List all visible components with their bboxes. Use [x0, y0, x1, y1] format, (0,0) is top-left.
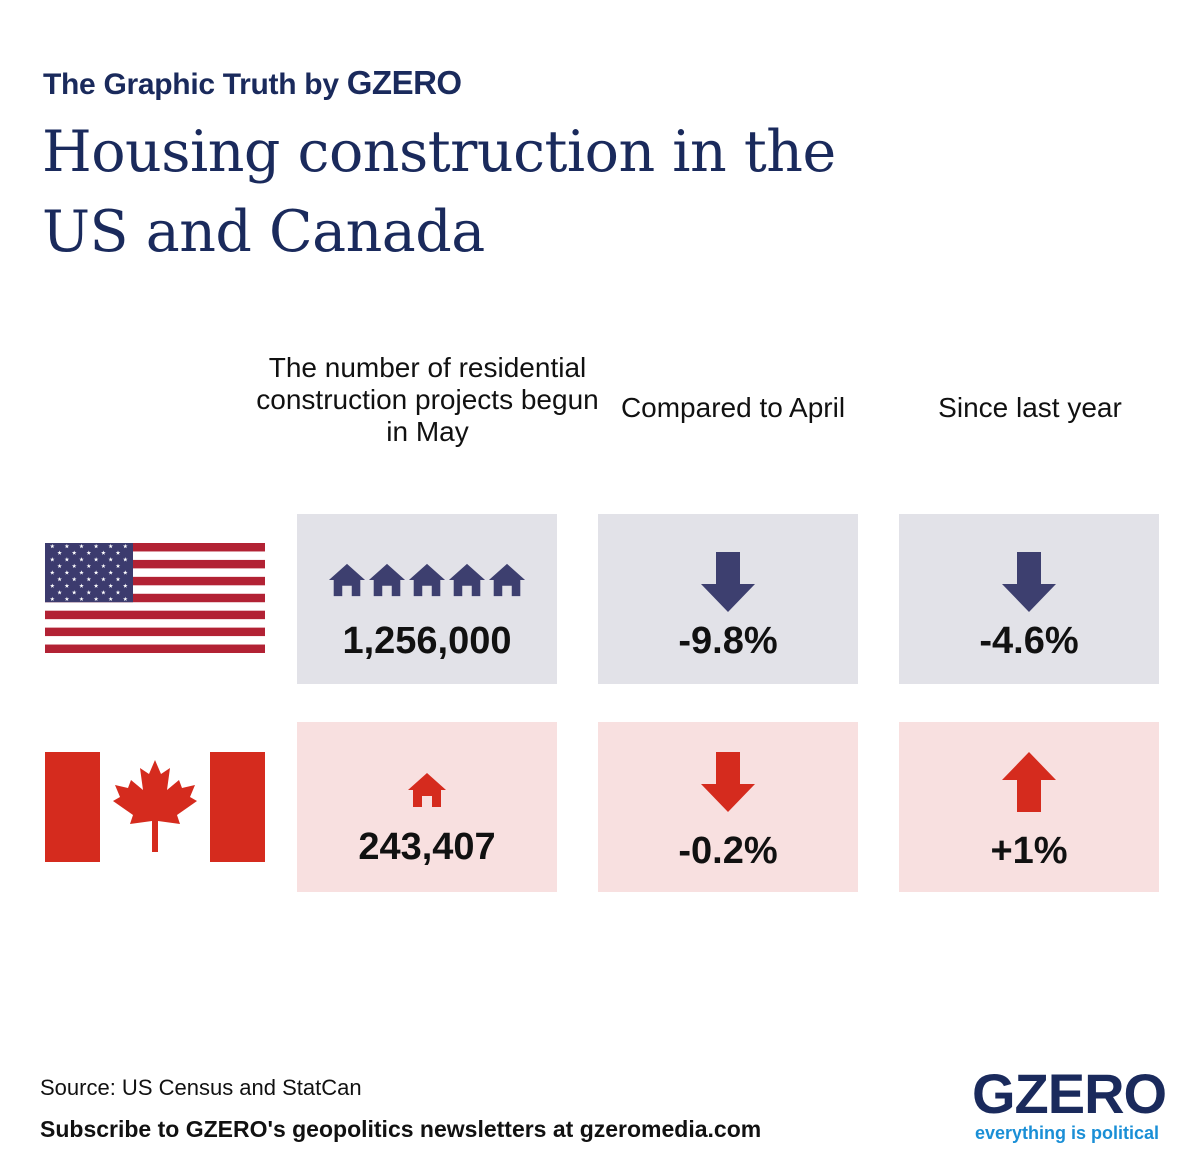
canada-house-icons — [297, 770, 557, 810]
us-vs-april-value: -9.8% — [678, 620, 778, 662]
logo-tagline: everything is political — [974, 1123, 1160, 1143]
arrow-down-icon — [701, 752, 755, 812]
kicker-prefix: The Graphic Truth by — [43, 68, 339, 101]
page-title: Housing construction in the US and Canad… — [42, 119, 836, 265]
source-note: Source: US Census and StatCan — [40, 1075, 362, 1100]
house-icon — [368, 563, 406, 597]
canada-starts-cell: 243,407 — [297, 722, 557, 892]
kicker-brand: GZERO — [346, 64, 462, 101]
column-header-starts: The number of residential construction p… — [256, 352, 599, 447]
house-icon — [408, 563, 446, 597]
arrow-down-icon — [701, 552, 755, 612]
canada-vs-april-value: -0.2% — [678, 830, 778, 872]
arrow-down-icon — [1002, 552, 1056, 612]
canada-vs-last-year-value: +1% — [990, 830, 1068, 872]
gzero-logo: GZERO everything is political — [972, 1062, 1167, 1144]
subscribe-link[interactable]: Subscribe to GZERO's geopolitics newslet… — [40, 1116, 762, 1142]
column-header-vs-last-year: Since last year — [938, 392, 1122, 423]
us-flag-icon — [45, 543, 265, 653]
canada-vs-april-cell: -0.2% — [598, 722, 858, 892]
logo-wordmark: GZERO — [972, 1062, 1167, 1125]
us-vs-april-cell: -9.8% — [598, 514, 858, 684]
house-icon — [328, 563, 366, 597]
us-vs-last-year-value: -4.6% — [979, 620, 1079, 662]
us-vs-last-year-cell: -4.6% — [899, 514, 1159, 684]
house-icon — [408, 773, 446, 807]
kicker: The Graphic Truth by GZERO — [43, 64, 462, 102]
us-house-icons — [297, 561, 557, 599]
us-starts-value: 1,256,000 — [342, 620, 512, 662]
canada-flag-icon — [45, 752, 265, 862]
house-icon — [448, 563, 486, 597]
canada-starts-value: 243,407 — [358, 826, 496, 868]
us-starts-cell: 1,256,000 — [297, 514, 557, 684]
arrow-up-icon — [1002, 752, 1056, 812]
column-header-vs-april: Compared to April — [620, 392, 846, 423]
house-icon — [488, 563, 526, 597]
canada-vs-last-year-cell: +1% — [899, 722, 1159, 892]
